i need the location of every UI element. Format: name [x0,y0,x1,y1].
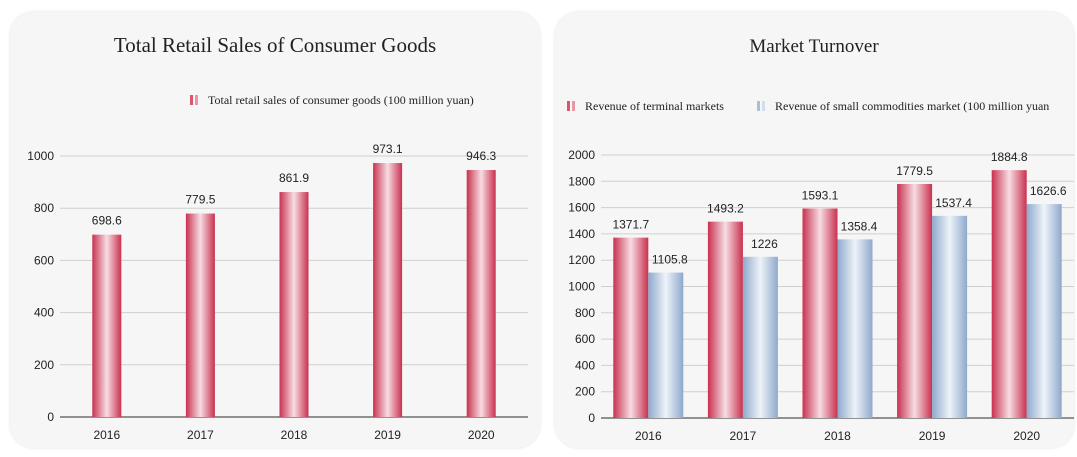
legend: Revenue of terminal markets Revenue of s… [567,99,1049,113]
bar-series-1 [466,170,496,417]
chart-card-market-turnover: Market Turnover Revenue of terminal mark… [555,12,1074,448]
data-label: 1779.5 [896,164,933,178]
data-label: 946.3 [466,149,496,163]
y-tick-label: 400 [34,306,54,320]
legend: Total retail sales of consumer goods (10… [190,93,474,107]
y-tick-label: 1800 [568,174,595,188]
y-tick-label: 1000 [27,149,54,163]
data-label: 1493.2 [707,202,744,216]
data-label: 1358.4 [841,219,878,233]
data-label: 1626.6 [1030,184,1067,198]
x-tick-label: 2020 [468,428,495,442]
x-tick-label: 2020 [1013,429,1040,443]
bar-series-2 [742,256,778,418]
data-label: 1537.4 [935,196,972,210]
bar-series-1 [897,183,933,418]
x-tick-label: 2017 [187,428,214,442]
y-tick-label: 1000 [568,280,595,294]
bar-series-2 [1026,204,1062,418]
chart-title: Total Retail Sales of Consumer Goods [114,33,436,57]
bar-series-2 [837,239,873,418]
data-label: 1593.1 [802,189,839,203]
chart-card-retail-sales: Total Retail Sales of Consumer Goods Tot… [10,12,540,448]
data-label: 1226 [751,237,778,251]
bar-series-1 [373,163,403,417]
bar-series-1 [185,213,215,417]
bar-series-1 [707,221,743,418]
bar-series-1 [92,234,122,417]
retail-sales-chart: Total Retail Sales of Consumer Goods Tot… [27,33,528,442]
legend-swatch [190,95,193,105]
bar-series-1 [802,208,838,418]
bar-series-2 [932,215,968,418]
market-turnover-chart: Market Turnover Revenue of terminal mark… [567,36,1074,443]
bar-series-2 [648,272,684,418]
x-tick-label: 2016 [93,428,120,442]
legend-swatch-small-commodities [757,101,760,111]
chart-title: Market Turnover [749,36,879,57]
x-tick-label: 2018 [824,429,851,443]
y-tick-label: 1400 [568,227,595,241]
legend-label-terminal: Revenue of terminal markets [585,99,724,113]
legend-swatch-terminal [567,101,570,111]
bar-series-1 [991,170,1027,418]
x-tick-label: 2019 [919,429,946,443]
legend-label: Total retail sales of consumer goods (10… [208,93,474,107]
y-tick-label: 600 [575,332,595,346]
y-tick-label: 200 [575,385,595,399]
y-tick-label: 0 [588,411,595,425]
y-tick-label: 600 [34,253,54,267]
x-tick-label: 2018 [281,428,308,442]
y-tick-label: 0 [47,410,54,424]
y-tick-label: 2000 [568,148,595,162]
y-tick-label: 800 [575,306,595,320]
bar-series-1 [613,237,649,418]
x-tick-label: 2016 [635,429,662,443]
legend-swatch [195,95,198,105]
data-label: 1105.8 [652,253,688,267]
y-tick-label: 800 [34,201,54,215]
y-tick-label: 1600 [568,201,595,215]
data-label: 973.1 [373,142,403,156]
y-tick-label: 200 [34,358,54,372]
data-label: 1884.8 [991,150,1028,164]
x-tick-label: 2017 [730,429,757,443]
data-label: 779.5 [185,193,215,207]
legend-label-small-commodities: Revenue of small commodities market (100… [775,99,1049,113]
y-tick-label: 1200 [568,253,595,267]
y-tick-label: 400 [575,358,595,372]
legend-swatch-terminal [572,101,575,111]
data-label: 698.6 [92,214,122,228]
bar-series-1 [279,192,309,417]
legend-swatch-small-commodities [762,101,765,111]
data-label: 861.9 [279,171,309,185]
data-label: 1371.7 [612,218,649,232]
x-tick-label: 2019 [374,428,401,442]
